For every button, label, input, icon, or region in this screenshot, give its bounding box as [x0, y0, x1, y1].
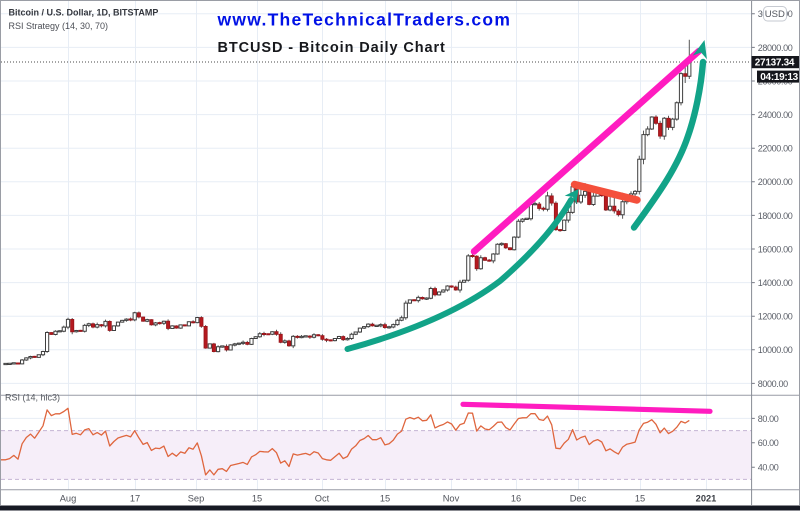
svg-text:RSI Strategy (14, 30, 70): RSI Strategy (14, 30, 70) [9, 21, 109, 31]
svg-text:BTCUSD - Bitcoin Daily Chart: BTCUSD - Bitcoin Daily Chart [218, 40, 446, 56]
svg-text:RSI (14, hlc3): RSI (14, hlc3) [5, 393, 60, 403]
svg-text:16: 16 [511, 494, 521, 504]
svg-text:12000.00: 12000.00 [758, 312, 793, 322]
svg-text:www.TheTechnicalTraders.com: www.TheTechnicalTraders.com [217, 10, 512, 30]
svg-text:USD: USD [765, 9, 785, 20]
svg-text:16000.00: 16000.00 [758, 244, 793, 254]
svg-text:Aug: Aug [60, 494, 77, 504]
svg-text:40.00: 40.00 [758, 463, 779, 473]
svg-text:10000.00: 10000.00 [758, 345, 793, 355]
svg-text:2021: 2021 [696, 494, 717, 504]
svg-text:04:19:13: 04:19:13 [760, 72, 798, 83]
svg-text:22000.00: 22000.00 [758, 144, 793, 154]
svg-text:17: 17 [130, 494, 140, 504]
svg-text:8000.00: 8000.00 [758, 379, 788, 389]
svg-text:15: 15 [252, 494, 262, 504]
svg-text:15: 15 [380, 494, 390, 504]
svg-text:14000.00: 14000.00 [758, 278, 793, 288]
svg-text:Nov: Nov [443, 494, 460, 504]
svg-text:28000.00: 28000.00 [758, 43, 793, 53]
svg-text:Dec: Dec [570, 494, 587, 504]
svg-text:24000.00: 24000.00 [758, 110, 793, 120]
svg-text:27137.34: 27137.34 [755, 58, 795, 69]
svg-text:Bitcoin / U.S. Dollar, 1D, BIT: Bitcoin / U.S. Dollar, 1D, BITSTAMP [9, 8, 159, 18]
svg-text:Oct: Oct [315, 494, 330, 504]
svg-text:15: 15 [635, 494, 645, 504]
svg-text:18000.00: 18000.00 [758, 211, 793, 221]
svg-text:Sep: Sep [188, 494, 205, 504]
svg-text:20000.00: 20000.00 [758, 177, 793, 187]
svg-text:60.00: 60.00 [758, 438, 779, 448]
svg-text:80.00: 80.00 [758, 414, 779, 424]
